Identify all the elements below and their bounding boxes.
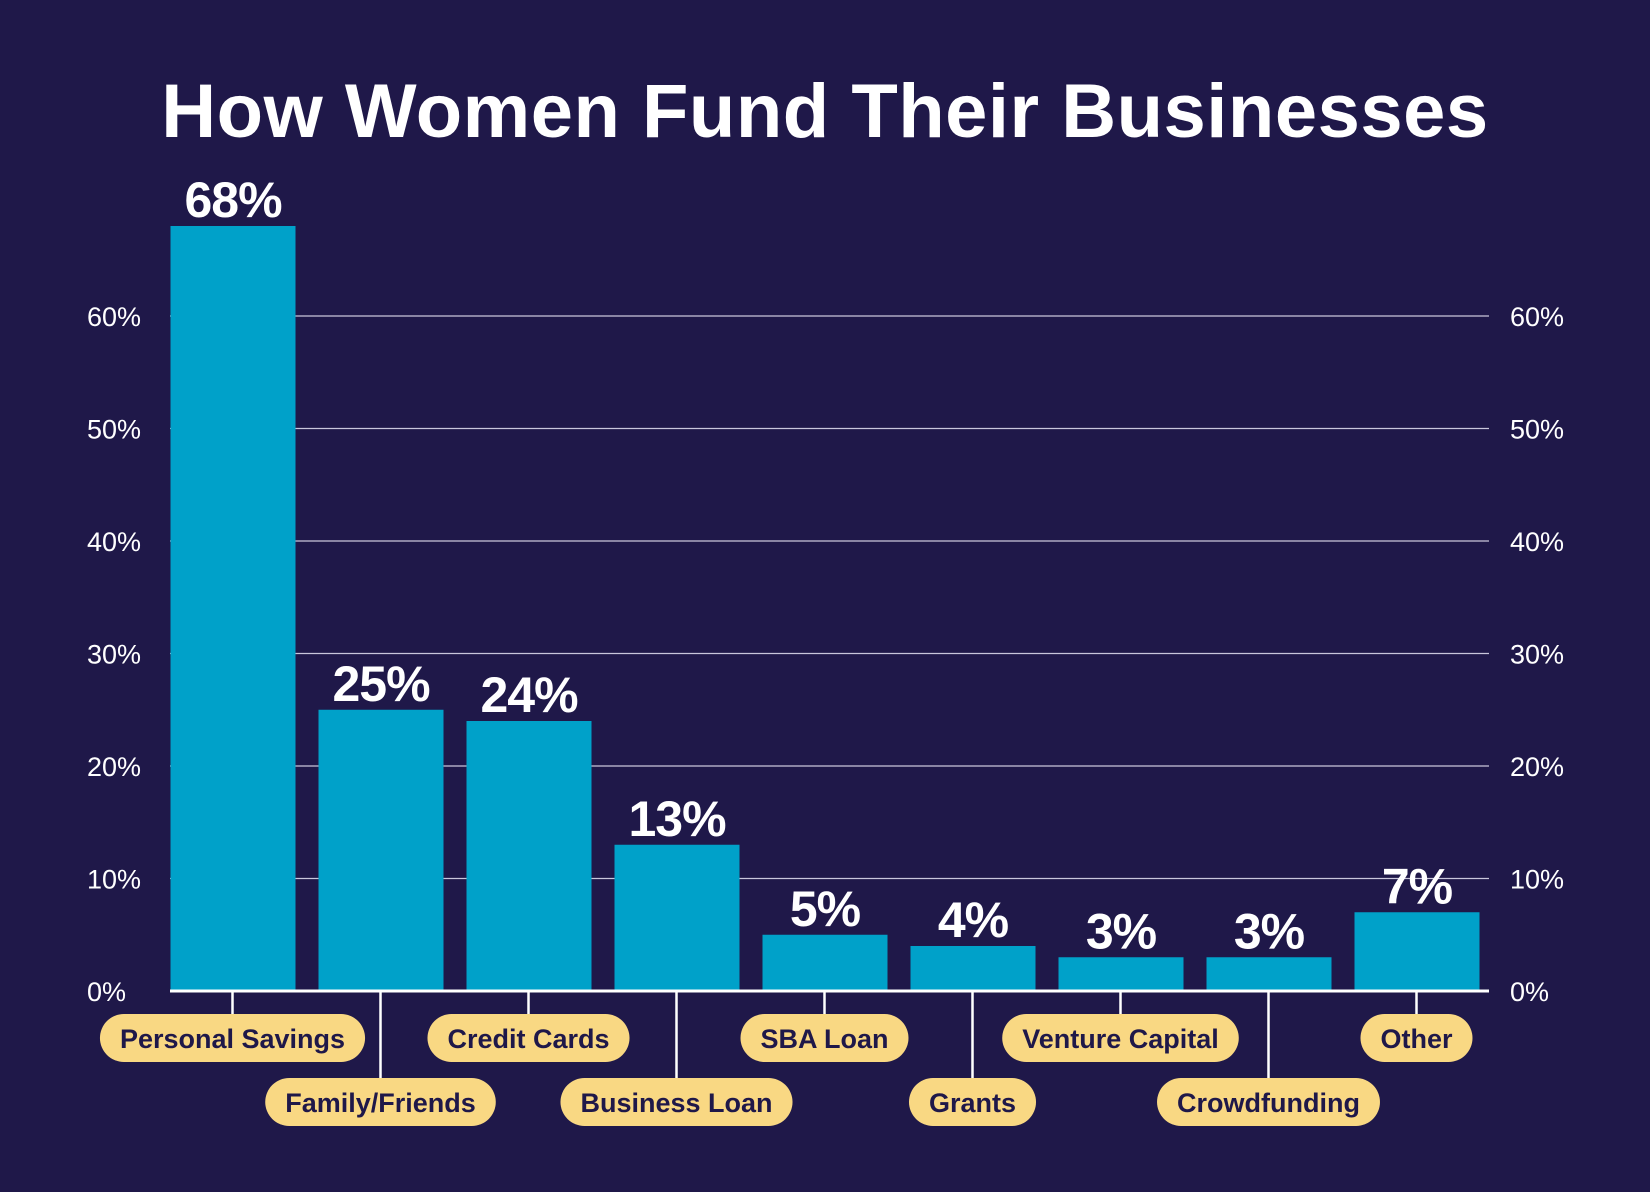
y-tick-label-right: 20% bbox=[1510, 752, 1564, 782]
y-tick-label-left: 20% bbox=[87, 752, 141, 782]
y-tick-label-left: 30% bbox=[87, 640, 141, 670]
category-pill bbox=[1360, 1014, 1473, 1062]
bar bbox=[170, 226, 296, 991]
bar bbox=[1058, 957, 1184, 991]
category-pill bbox=[740, 1014, 909, 1062]
bar bbox=[466, 721, 592, 991]
category-pill bbox=[427, 1014, 630, 1062]
y-tick-label-right: 0% bbox=[1510, 977, 1549, 1007]
y-tick-label-left: 0% bbox=[87, 977, 126, 1007]
category-pill bbox=[1002, 1014, 1239, 1062]
y-tick-label-left: 50% bbox=[87, 415, 141, 445]
data-label: 4% bbox=[938, 892, 1009, 948]
category-label: Grants bbox=[929, 1088, 1016, 1118]
data-label: 3% bbox=[1234, 903, 1305, 959]
y-tick-label-right: 30% bbox=[1510, 640, 1564, 670]
bar bbox=[762, 934, 888, 991]
data-label: 3% bbox=[1086, 903, 1157, 959]
y-tick-label-right: 10% bbox=[1510, 865, 1564, 895]
chart-title: How Women Fund Their Businesses bbox=[161, 69, 1489, 154]
category-pill bbox=[1157, 1078, 1380, 1126]
y-tick-label-left: 40% bbox=[87, 527, 141, 557]
data-label: 5% bbox=[790, 881, 861, 937]
bar bbox=[614, 844, 740, 991]
category-label: SBA Loan bbox=[761, 1024, 889, 1054]
category-label: Family/Friends bbox=[285, 1088, 476, 1118]
category-pill bbox=[265, 1078, 496, 1126]
data-label: 13% bbox=[628, 791, 726, 847]
bar bbox=[1206, 957, 1332, 991]
data-label: 7% bbox=[1382, 858, 1453, 914]
category-label: Credit Cards bbox=[447, 1024, 609, 1054]
category-label: Personal Savings bbox=[120, 1024, 345, 1054]
category-pill bbox=[560, 1078, 793, 1126]
bar bbox=[318, 709, 444, 991]
category-label: Business Loan bbox=[580, 1088, 772, 1118]
y-tick-label-right: 60% bbox=[1510, 302, 1564, 332]
bar bbox=[1354, 912, 1480, 991]
data-label: 68% bbox=[184, 172, 282, 228]
data-label: 25% bbox=[332, 656, 430, 712]
category-pill bbox=[99, 1014, 366, 1062]
y-tick-label-left: 10% bbox=[87, 865, 141, 895]
category-label: Crowdfunding bbox=[1177, 1088, 1360, 1118]
bar bbox=[910, 946, 1036, 991]
category-label: Venture Capital bbox=[1022, 1024, 1219, 1054]
y-tick-label-right: 40% bbox=[1510, 527, 1564, 557]
y-tick-label-right: 50% bbox=[1510, 415, 1564, 445]
category-pill bbox=[908, 1078, 1037, 1126]
data-label: 24% bbox=[480, 667, 578, 723]
category-label: Other bbox=[1380, 1024, 1453, 1054]
y-tick-label-left: 60% bbox=[87, 302, 141, 332]
